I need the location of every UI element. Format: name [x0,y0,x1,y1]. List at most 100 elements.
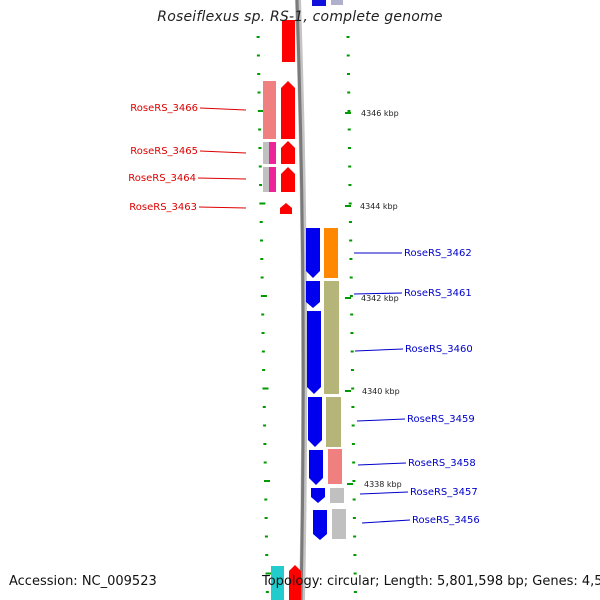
minor-tick [347,147,351,149]
feature-top-grey [331,0,343,5]
minor-tick [347,110,351,112]
minor-tick [265,554,269,556]
minor-tick [264,480,270,482]
gene-label-3456[interactable]: RoseRS_3456 [412,515,480,526]
leader-line-3457 [359,491,409,495]
minor-tick [350,350,354,353]
gene-arrow-3459 [308,397,322,447]
leader-line-3458 [357,462,407,466]
gene-label-3463[interactable]: RoseRS_3463 [129,202,197,213]
minor-tick [348,221,352,223]
minor-tick [259,184,263,186]
scale-label-4344: 4344 kbp [360,202,398,211]
minor-tick [262,369,266,371]
minor-tick [348,165,352,168]
minor-tick [256,36,260,38]
leader-line-3461 [353,292,403,295]
genome-backbone-line [295,0,305,600]
minor-tick [257,73,261,75]
minor-tick [346,73,350,75]
scale-label-4338: 4338 kbp [364,480,402,489]
gene-annotation-3464a [263,167,269,192]
gene-arrow-3460 [307,311,321,394]
scale-label-4346: 4346 kbp [361,109,399,118]
left-leader-lines [197,107,247,209]
minor-tick [258,128,262,131]
leader-line-3456 [361,519,411,524]
gene-label-3457[interactable]: RoseRS_3457 [410,487,478,498]
gene-label-3466[interactable]: RoseRS_3466 [130,103,198,114]
gene-annotation-3465a [263,142,269,164]
gene-annotation-3461-3460 [324,281,339,394]
gene-annotation-3464b [269,167,276,192]
gene-arrow-3465 [281,141,295,164]
minor-tick [264,517,268,519]
minor-tick [351,406,355,408]
gene-label-3458[interactable]: RoseRS_3458 [408,458,476,469]
minor-tick [353,572,357,575]
left-gene-labels: RoseRS_3466 RoseRS_3465 RoseRS_3464 Rose… [128,103,198,213]
gene-arrow-3456 [313,510,327,540]
gene-label-3462[interactable]: RoseRS_3462 [404,248,472,259]
minor-tick [347,128,351,131]
gene-annotation-3466 [263,81,276,139]
minor-tick [260,258,264,260]
minor-tick [352,461,356,464]
scale-major-ticks [345,112,353,485]
minor-tick [350,313,354,316]
minor-tick [353,554,357,556]
gene-label-3459[interactable]: RoseRS_3459 [407,414,475,425]
minor-tick [348,184,352,186]
scale-labels: 4346 kbp 4344 kbp 4342 kbp 4340 kbp 4338… [360,109,402,489]
gene-arrow-3458 [309,450,323,485]
gene-label-3460[interactable]: RoseRS_3460 [405,344,473,355]
gene-label-3461[interactable]: RoseRS_3461 [404,288,472,299]
leader-line-3466 [199,107,247,111]
accession-text: Accession: NC_009523 [9,574,157,589]
minor-tick [352,517,356,519]
minor-tick [257,91,261,94]
minor-tick [262,406,266,408]
minor-tick [349,258,353,260]
minor-tick [347,91,351,94]
map-title: Roseiflexus sp. RS-1, complete genome [157,9,443,25]
minor-tick [352,498,356,501]
topology-text: Topology: circular; Length: 5,801,598 bp… [262,574,600,589]
minor-tick [259,221,263,223]
gene-arrow-3461 [306,281,320,308]
minor-tick [265,572,272,575]
minor-tick [259,202,266,205]
minor-tick [258,165,262,168]
minor-tick [350,332,354,334]
right-gene-labels: RoseRS_3462 RoseRS_3461 RoseRS_3460 Rose… [404,248,480,526]
gene-label-3465[interactable]: RoseRS_3465 [130,146,198,157]
gene-arrow-3466 [281,81,295,139]
gene-arrow-3462 [306,228,320,278]
gene-annotation-3457 [330,488,344,503]
tick-rails [256,36,357,593]
minor-tick [259,239,263,242]
minor-tick [349,276,353,279]
minor-tick [348,202,352,205]
minor-tick [263,443,267,445]
feature-top-blue [312,0,326,6]
scale-label-4340: 4340 kbp [362,387,400,396]
minor-tick [265,591,269,593]
minor-tick [263,424,267,427]
minor-tick [260,276,264,279]
gene-annotation-3462 [324,228,338,278]
minor-tick [263,461,267,464]
gene-annotation-3456 [332,509,346,539]
minor-tick [346,36,350,38]
minor-tick [258,147,262,149]
gene-arrow-3463 [280,203,292,214]
minor-tick [261,332,265,334]
scale-label-4342: 4342 kbp [361,294,399,303]
left-strand-features [263,20,301,600]
gene-label-3464[interactable]: RoseRS_3464 [128,173,196,184]
leader-line-3460 [354,348,404,352]
gene-arrow-3464 [281,167,295,192]
right-leader-lines [353,252,411,524]
